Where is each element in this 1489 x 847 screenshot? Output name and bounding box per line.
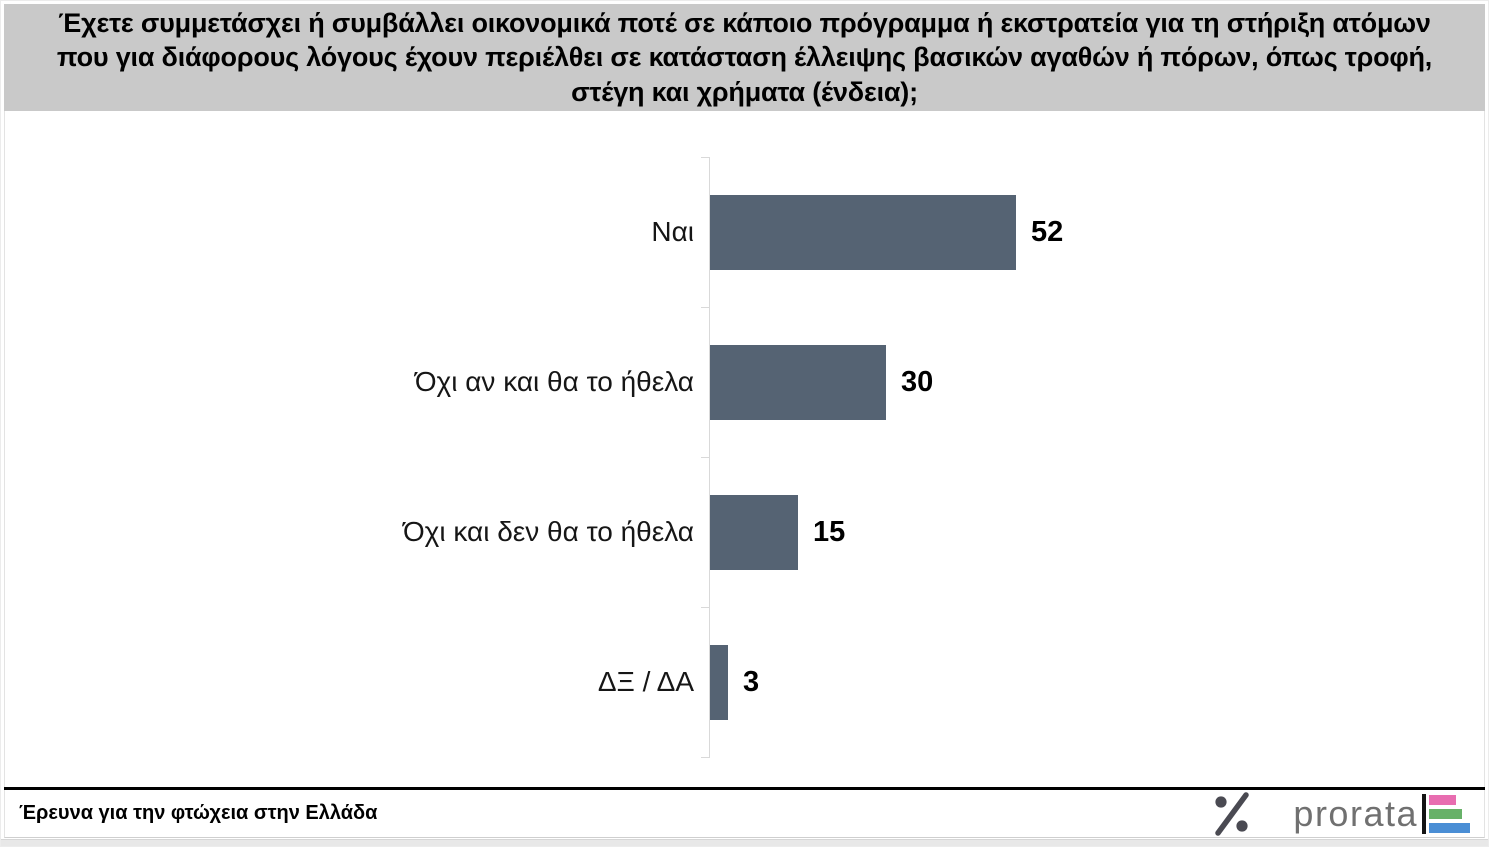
bar	[710, 344, 886, 420]
footer-divider	[4, 787, 1485, 790]
category-label: Όχι αν και θα το ήθελα	[414, 366, 694, 397]
bar-row: Όχι και δεν θα το ήθελα 15	[5, 457, 1484, 607]
logo-mini-bar-blue	[1429, 822, 1470, 833]
page-bottom-strip	[1, 839, 1488, 846]
logo-vertical-bar	[1422, 793, 1426, 834]
logo-bar-mark	[1422, 793, 1470, 834]
bar	[710, 644, 728, 720]
value-label: 30	[901, 365, 934, 398]
chart-title-band: Έχετε συμμετάσχει ή συμβάλλει οικονομικά…	[4, 4, 1485, 111]
footer: Έρευνα για την φτώχεια στην Ελλάδα prora…	[4, 790, 1485, 838]
percent-icon	[1215, 791, 1250, 836]
category-label: ΔΞ / ΔΑ	[597, 666, 694, 697]
axis-tick	[701, 307, 709, 308]
category-axis-line	[709, 157, 710, 758]
chart-title: Έχετε συμμετάσχει ή συμβάλλει οικονομικά…	[56, 7, 1433, 107]
bar-row: Όχι αν και θα το ήθελα 30	[5, 307, 1484, 457]
bar-row: Ναι 52	[5, 157, 1484, 307]
value-label: 3	[743, 665, 760, 698]
bar-row: ΔΞ / ΔΑ 3	[5, 607, 1484, 757]
bar	[710, 194, 1016, 270]
value-label: 15	[813, 515, 846, 548]
category-label: Ναι	[651, 216, 694, 247]
logo-mini-bar-green	[1429, 808, 1462, 819]
logo-mini-bar-pink	[1429, 794, 1456, 805]
category-label: Όχι και δεν θα το ήθελα	[402, 516, 694, 547]
axis-tick	[701, 157, 709, 158]
bar	[710, 494, 798, 570]
source-label: Έρευνα για την φτώχεια στην Ελλάδα	[19, 802, 378, 824]
value-label: 52	[1031, 215, 1064, 248]
logo-mini-bars	[1429, 794, 1470, 833]
axis-tick	[701, 457, 709, 458]
axis-tick	[701, 757, 709, 758]
prorata-logo: prorata	[1213, 791, 1470, 836]
logo-text: prorata	[1293, 792, 1418, 834]
axis-tick	[701, 607, 709, 608]
bar-chart: Ναι 52 Όχι αν και θα το ήθελα 30 Όχι και δεν…	[4, 111, 1485, 787]
